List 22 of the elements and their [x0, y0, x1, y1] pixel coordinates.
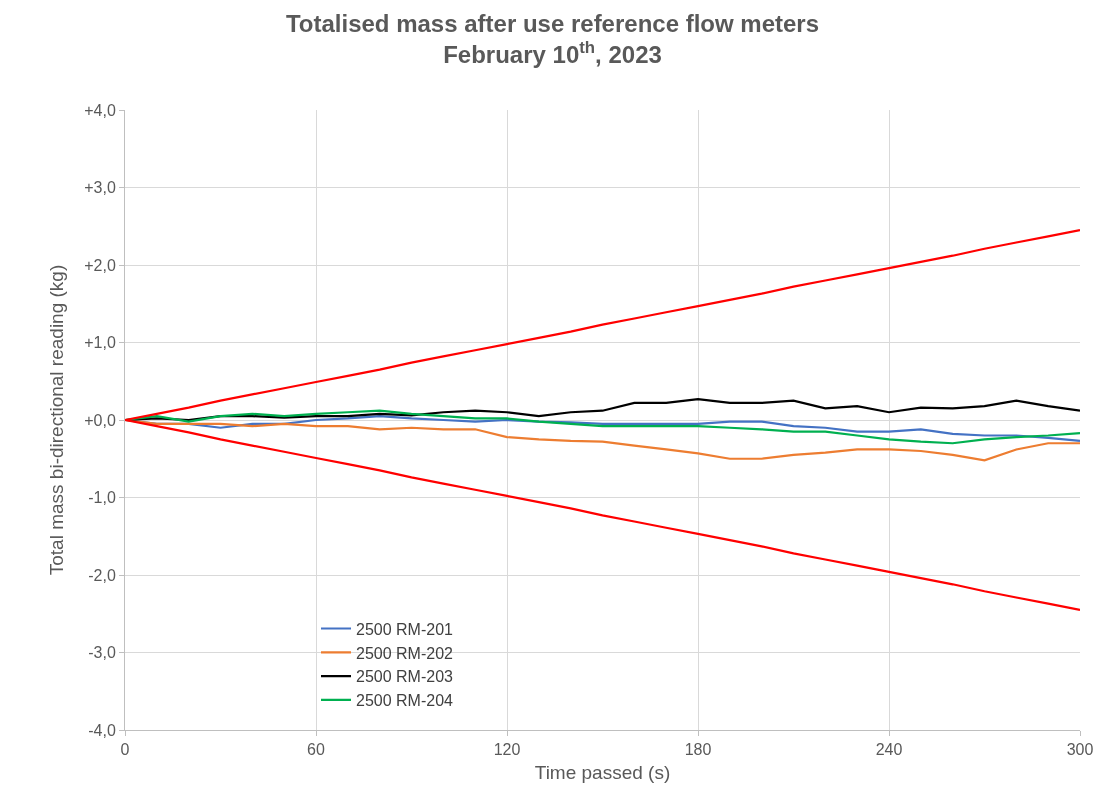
y-tick-label: +3,0	[84, 179, 116, 197]
y-tick-label: -4,0	[88, 721, 116, 739]
y-tick-label: -2,0	[88, 566, 116, 584]
legend-label: 2500 RM-202	[356, 644, 454, 662]
y-tick-label: -3,0	[88, 644, 116, 662]
x-tick-label: 180	[684, 741, 712, 759]
y-tick-label: +2,0	[84, 256, 116, 274]
legend-label: 2500 RM-204	[356, 692, 454, 710]
y-tick-label: +1,0	[84, 334, 116, 352]
legend-label: 2500 RM-203	[356, 668, 454, 686]
y-tick-label: +0,0	[84, 411, 116, 429]
legend-label: 2500 RM-201	[356, 620, 454, 638]
x-tick-label: 0	[120, 741, 130, 759]
x-axis-title: Time passed (s)	[534, 762, 671, 783]
chart-title: Totalised mass after use reference flow meters February 10$^{th}$, 2023	[285, 10, 820, 69]
y-tick-label: -1,0	[88, 489, 116, 507]
y-axis-title: Total mass bi-directional reading (kg)	[46, 264, 68, 576]
x-tick-label: 60	[307, 741, 325, 759]
y-tick-label: +4,0	[84, 101, 116, 119]
x-tick-label: 240	[875, 741, 903, 759]
x-tick-label: 300	[1066, 741, 1094, 759]
x-tick-label: 120	[493, 741, 521, 759]
